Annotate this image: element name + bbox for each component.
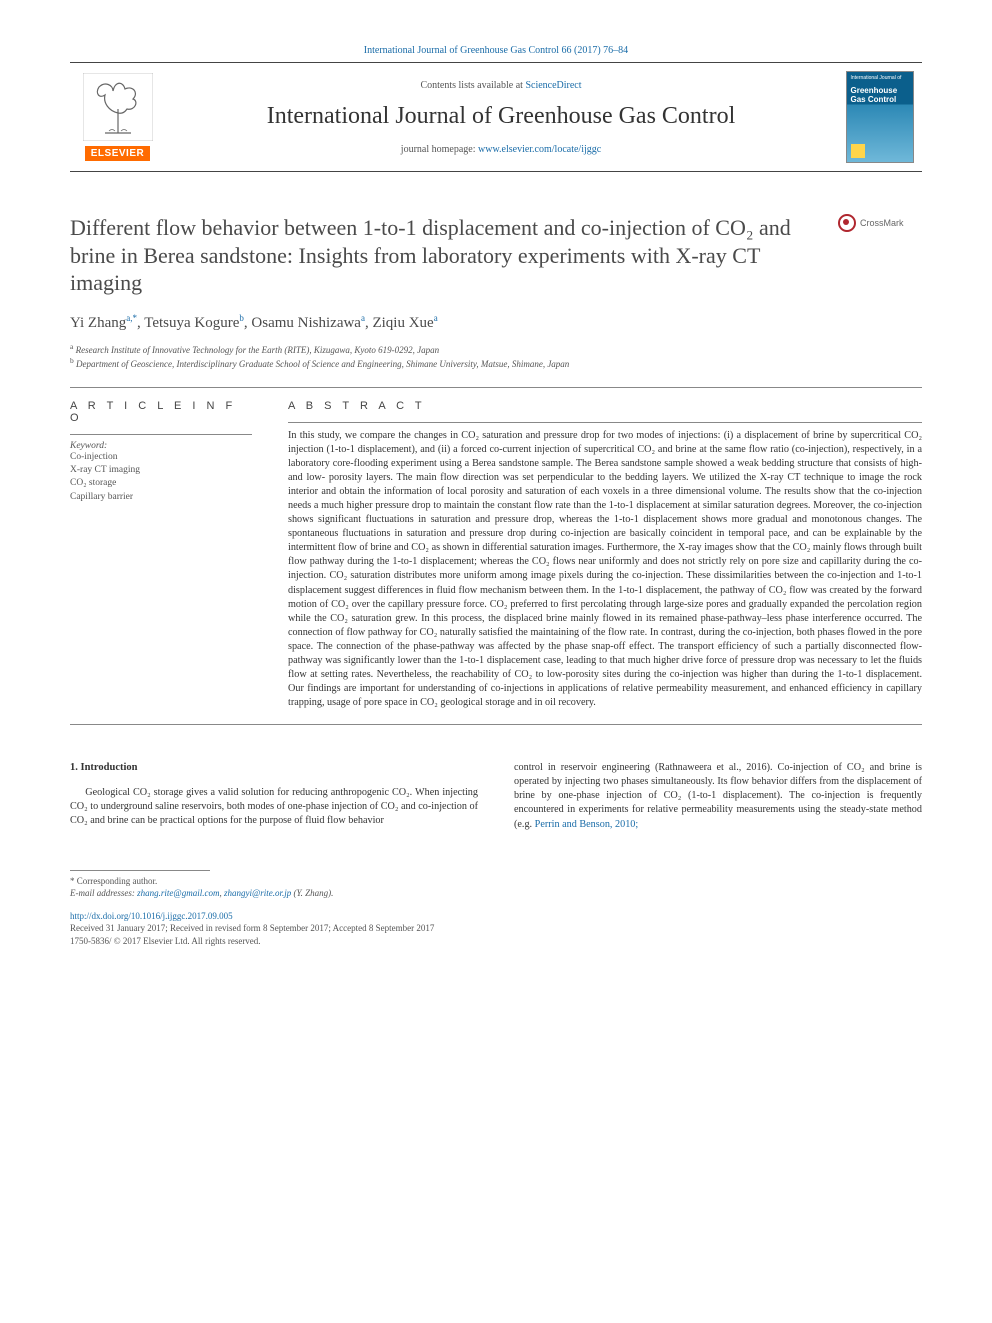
intro-para-right: control in reservoir engineering (Rathna… <box>514 761 922 831</box>
cover-small-text: International Journal of <box>851 76 909 82</box>
doi-link[interactable]: http://dx.doi.org/10.1016/j.ijggc.2017.0… <box>70 911 233 921</box>
crossmark-icon <box>838 214 856 232</box>
sciencedirect-link[interactable]: ScienceDirect <box>525 80 581 91</box>
elsevier-wordmark: ELSEVIER <box>85 146 150 161</box>
abstract-head: A B S T R A C T <box>288 400 922 412</box>
abstract-body: In this study, we compare the changes in… <box>288 429 922 711</box>
running-header: International Journal of Greenhouse Gas … <box>70 45 922 62</box>
publisher-logo-block: ELSEVIER <box>70 71 165 163</box>
intro-right-col: control in reservoir engineering (Rathna… <box>514 761 922 831</box>
footer-short-rule <box>70 870 210 871</box>
divider-small <box>288 422 922 423</box>
issn-line: 1750-5836/ © 2017 Elsevier Ltd. All righ… <box>70 935 922 948</box>
corresponding-author: * Corresponding author. <box>70 875 922 888</box>
journal-name: International Journal of Greenhouse Gas … <box>175 103 827 130</box>
cover-thumb-wrap: International Journal of Greenhouse Gas … <box>837 71 922 163</box>
keyword-list: Co-injectionX-ray CT imagingCO₂ storageC… <box>70 451 252 504</box>
received-line: Received 31 January 2017; Received in re… <box>70 922 922 935</box>
email-line: E-mail addresses: zhang.rite@gmail.com, … <box>70 887 922 900</box>
abstract-column: A B S T R A C T In this study, we compar… <box>288 400 922 711</box>
homepage-link[interactable]: www.elsevier.com/locate/ijggc <box>478 144 601 155</box>
email-link-2[interactable]: zhangyi@rite.or.jp <box>224 888 291 898</box>
citation-link[interactable]: Perrin and Benson, 2010; <box>535 819 639 830</box>
article-info-column: A R T I C L E I N F O Keyword: Co-inject… <box>70 400 252 711</box>
intro-left-col: 1. Introduction Geological CO₂ storage g… <box>70 761 478 831</box>
footer-block: * Corresponding author. E-mail addresses… <box>70 870 922 948</box>
keyword-label: Keyword: <box>70 441 252 451</box>
divider <box>70 724 922 725</box>
contents-text: Contents lists available at <box>420 80 525 91</box>
email-link-1[interactable]: zhang.rite@gmail.com <box>137 888 219 898</box>
affiliation-list: a Research Institute of Innovative Techn… <box>70 342 922 371</box>
doi-line: http://dx.doi.org/10.1016/j.ijggc.2017.0… <box>70 910 922 923</box>
crossmark-label: CrossMark <box>860 218 904 228</box>
divider <box>70 387 922 388</box>
homepage-label: journal homepage: <box>401 144 478 155</box>
intro-columns: 1. Introduction Geological CO₂ storage g… <box>70 761 922 831</box>
crossmark-badge[interactable]: CrossMark <box>838 214 922 232</box>
banner-center: Contents lists available at ScienceDirec… <box>165 71 837 163</box>
cover-big-text: Greenhouse Gas Control <box>851 86 909 104</box>
intro-heading: 1. Introduction <box>70 761 478 775</box>
journal-cover-thumb: International Journal of Greenhouse Gas … <box>846 71 914 163</box>
elsevier-tree-icon <box>83 73 153 141</box>
article-info-head: A R T I C L E I N F O <box>70 400 252 424</box>
intro-para-left: Geological CO₂ storage gives a valid sol… <box>70 786 478 828</box>
author-list: Yi Zhanga,*, Tetsuya Kogureb, Osamu Nish… <box>70 313 922 332</box>
email-trail: (Y. Zhang). <box>291 888 333 898</box>
divider-small <box>70 434 252 435</box>
journal-banner: ELSEVIER Contents lists available at Sci… <box>70 62 922 172</box>
article-title: Different flow behavior between 1-to-1 d… <box>70 214 838 297</box>
contents-line: Contents lists available at ScienceDirec… <box>175 80 827 91</box>
homepage-line: journal homepage: www.elsevier.com/locat… <box>175 144 827 155</box>
email-label: E-mail addresses: <box>70 888 137 898</box>
cover-accent-square <box>851 144 865 158</box>
